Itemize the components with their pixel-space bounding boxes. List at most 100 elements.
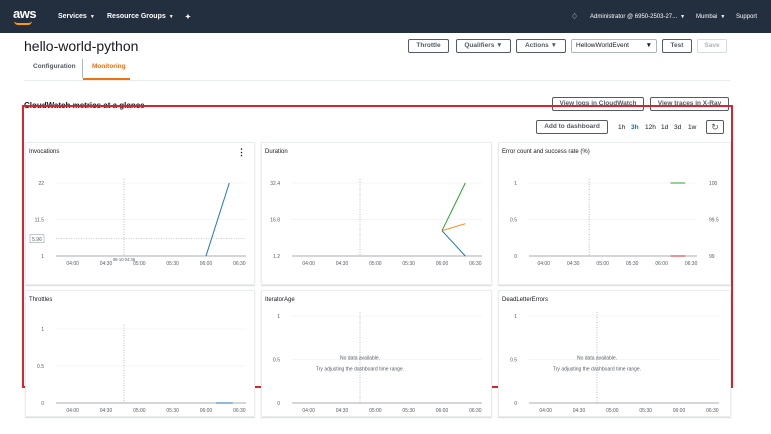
aws-logo-smile-icon — [14, 21, 32, 25]
chart-title: Duration — [265, 149, 288, 155]
support-menu[interactable]: Support — [736, 14, 758, 20]
region-menu[interactable]: Mumbai ▼ — [696, 14, 725, 20]
chart-svg: 0 0.5 1 99 99.5 100 04:00 04:30 05:00 05:30 06:00 0… — [510, 179, 719, 267]
y-tick-label: 32.4 — [270, 181, 280, 187]
tab-monitoring[interactable]: Monitoring — [92, 63, 126, 70]
x-tick-label: 05:00 — [133, 261, 146, 267]
x-tick-label: 04:30 — [336, 261, 349, 267]
y-tick-label: 0.5 — [510, 358, 517, 364]
pin-icon[interactable]: ✦ — [185, 14, 191, 21]
chevron-down-icon: ▼ — [168, 14, 174, 20]
x-tick-label: 04:00 — [537, 261, 550, 267]
aws-logo[interactable]: aws — [13, 6, 37, 21]
x-tick-label: 06:00 — [673, 408, 686, 414]
x-tick-label: 04:30 — [100, 408, 113, 414]
qualifiers-label: Qualifiers — [464, 42, 495, 49]
more-options-icon[interactable]: ⋮ — [237, 147, 246, 157]
range-3d[interactable]: 3d — [674, 124, 682, 131]
actions-button[interactable]: Actions ▼ — [516, 39, 566, 53]
refresh-icon[interactable]: ↻ — [706, 120, 724, 134]
y-tick-label: 0.5 — [273, 358, 280, 364]
x-tick-label: 06:30 — [469, 408, 482, 414]
x-tick-label: 04:30 — [573, 408, 586, 414]
resource-groups-label: Resource Groups — [107, 13, 166, 20]
chevron-down-icon: ▼ — [680, 14, 686, 20]
add-to-dashboard-button[interactable]: Add to dashboard — [536, 120, 608, 134]
range-1w[interactable]: 1w — [688, 124, 697, 131]
caret-down-icon: ▼ — [550, 42, 558, 49]
x-tick-label: 04:30 — [567, 261, 580, 267]
x-tick-label: 06:00 — [436, 408, 449, 414]
top-navigation-bar: aws Services ▼ Resource Groups ▼ ✦ ♢ Admin… — [0, 0, 771, 33]
resource-groups-menu[interactable]: Resource Groups ▼ — [107, 13, 174, 20]
test-button[interactable]: Test — [662, 39, 692, 53]
chart-panel-dead-letter-errors: DeadLetterErrors 0 0.5 1 04:00 04:30 05:00 05:… — [498, 290, 731, 417]
tabs-divider — [24, 80, 730, 81]
x-tick-label: 04:00 — [66, 408, 79, 414]
chart-svg: 0 0.5 1 04:00 04:30 05:00 05:30 06:00 06:30 — [37, 325, 246, 414]
y-tick-label: 0 — [277, 401, 280, 407]
chart-title: DeadLetterErrors — [502, 297, 549, 303]
x-tick-label: 06:00 — [655, 261, 668, 267]
caret-down-icon: ▼ — [645, 42, 652, 49]
account-menu[interactable]: Administrator @ 6950-2503-27... ▼ — [590, 14, 685, 20]
y-tick-label: 1.2 — [273, 254, 280, 260]
y-tick-label: 0 — [514, 254, 517, 260]
test-event-select[interactable]: HellowWorldEvent ▼ — [571, 39, 657, 53]
x-tick-label: 06:30 — [469, 261, 482, 267]
hover-value-label: 5.96 — [32, 237, 42, 243]
no-data-message: No data available. — [340, 356, 380, 362]
chart-svg: 1 11.5 22 04:00 04:30 05:00 05:30 06:00 06:30 5.9… — [29, 179, 246, 267]
range-1d[interactable]: 1d — [661, 124, 669, 131]
y-tick-label: 11.5 — [35, 218, 45, 224]
no-data-hint: Try adjusting the dashboard time range. — [316, 367, 404, 373]
y-tick-label: 22 — [38, 181, 44, 187]
hover-time-label: 08-10 04:46 — [113, 257, 136, 262]
x-tick-label: 05:00 — [596, 261, 609, 267]
range-1h[interactable]: 1h — [618, 124, 626, 131]
x-tick-label: 06:30 — [233, 261, 246, 267]
x-tick-label: 06:00 — [200, 261, 213, 267]
x-tick-label: 05:00 — [606, 408, 619, 414]
hover-value-box — [29, 234, 45, 244]
y2-tick-label: 100 — [709, 181, 718, 187]
services-menu[interactable]: Services ▼ — [58, 13, 95, 20]
bell-icon[interactable]: ♢ — [571, 12, 579, 21]
x-tick-label: 06:30 — [706, 408, 719, 414]
view-logs-button[interactable]: View logs in CloudWatch — [552, 97, 644, 111]
chart-title: IteratorAge — [265, 297, 295, 303]
chevron-down-icon: ▼ — [720, 14, 726, 20]
no-data-message: No data available. — [577, 356, 617, 362]
tab-divider — [82, 59, 83, 78]
y-tick-label: 0.5 — [37, 364, 44, 370]
range-12h[interactable]: 12h — [645, 124, 656, 131]
y-tick-label: 1 — [514, 181, 517, 187]
x-tick-label: 04:00 — [539, 408, 552, 414]
range-3h[interactable]: 3h — [631, 124, 639, 131]
y2-tick-label: 99 — [709, 254, 715, 260]
save-button[interactable]: Save — [697, 39, 727, 53]
x-tick-label: 05:00 — [369, 408, 382, 414]
tab-configuration[interactable]: Configuration — [33, 63, 76, 70]
y-tick-label: 1 — [41, 254, 44, 260]
x-tick-label: 05:00 — [133, 408, 146, 414]
series-line — [441, 230, 466, 257]
qualifiers-button[interactable]: Qualifiers ▼ — [456, 39, 511, 53]
x-tick-label: 04:30 — [336, 408, 349, 414]
x-tick-label: 05:30 — [166, 408, 179, 414]
x-tick-label: 05:00 — [369, 261, 382, 267]
x-tick-label: 05:30 — [626, 261, 639, 267]
series-line — [205, 182, 230, 257]
y-tick-label: 16.8 — [270, 218, 280, 224]
throttle-button[interactable]: Throttle — [408, 39, 449, 53]
actions-label: Actions — [524, 42, 549, 49]
x-tick-label: 04:00 — [302, 408, 315, 414]
caret-down-icon: ▼ — [496, 42, 503, 49]
chart-title: Invocations — [29, 149, 60, 155]
x-tick-label: 06:30 — [233, 408, 246, 414]
x-tick-label: 05:30 — [639, 408, 652, 414]
x-tick-label: 04:00 — [66, 261, 79, 267]
series-line — [441, 223, 466, 232]
y-tick-label: 1 — [277, 314, 280, 320]
view-traces-button[interactable]: View traces in X-Ray — [650, 97, 729, 111]
